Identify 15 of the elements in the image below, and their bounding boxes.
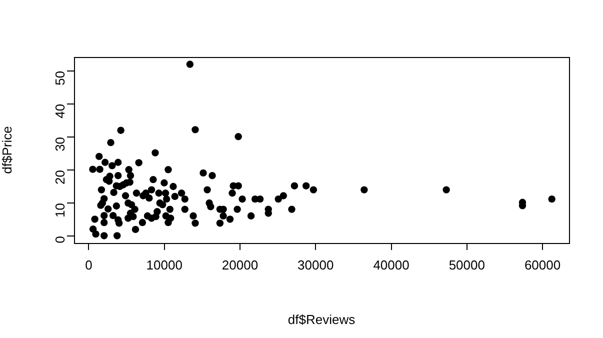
x-tick-label: 0: [85, 257, 92, 272]
y-tick-label: 50: [52, 70, 68, 86]
x-tick-label: 30000: [298, 257, 334, 272]
x-tick-label: 20000: [222, 257, 258, 272]
y-tick-label: 20: [52, 170, 68, 184]
x-tick-label: 40000: [373, 257, 410, 272]
y-tick-label: 40: [52, 104, 68, 118]
x-tick-label: 60000: [524, 257, 561, 272]
y-axis-title: df$Price: [0, 126, 14, 174]
y-tick-label: 10: [52, 203, 68, 218]
x-axis-title: df$Reviews: [288, 312, 356, 327]
x-tick-label: 50000: [448, 257, 485, 272]
y-tick-label: 0: [52, 236, 68, 244]
y-tick-label: 30: [52, 136, 68, 152]
x-tick-label: 10000: [146, 257, 182, 272]
